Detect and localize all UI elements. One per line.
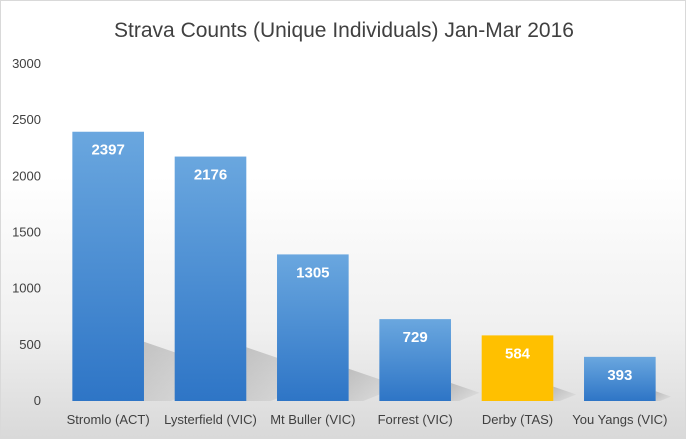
data-label: 2176 [194,167,227,184]
category-label: Stromlo (ACT) [67,412,150,427]
y-tick-label: 500 [19,337,41,352]
y-tick-label: 1500 [12,225,41,240]
y-tick-label: 3000 [12,56,41,71]
bar [277,254,349,401]
y-tick-label: 1000 [12,281,41,296]
data-label: 1305 [296,264,329,281]
bar [379,319,451,401]
bar-shadow [553,386,577,401]
y-axis: 0 500 1000 1500 2000 2500 3000 [12,56,41,408]
y-tick-label: 2000 [12,168,41,183]
bar [584,356,656,401]
bar-shadow [348,368,400,401]
category-label: Mt Buller (VIC) [270,412,355,427]
bar [481,335,554,401]
data-label: 729 [403,329,428,346]
category-label: Derby (TAS) [482,412,553,427]
data-label: 2397 [91,142,124,159]
category-label: You Yangs (VIC) [572,412,667,427]
category-label: Lysterfield (VIC) [164,412,257,427]
x-axis: Stromlo (ACT) Lysterfield (VIC) Mt Buller … [67,412,668,427]
y-tick-label: 0 [34,393,41,408]
y-tick-label: 2500 [12,112,41,127]
data-label: 393 [607,367,632,384]
bars: 2397 2176 1305 729 584 393 [72,131,656,401]
chart-title: Strava Counts (Unique Individuals) Jan-M… [114,19,574,42]
bar [174,156,247,401]
bar [72,131,144,401]
data-label: 584 [505,345,531,362]
bar-shadow [655,391,672,401]
category-label: Forrest (VIC) [378,412,453,427]
bar-shadow [450,382,480,401]
